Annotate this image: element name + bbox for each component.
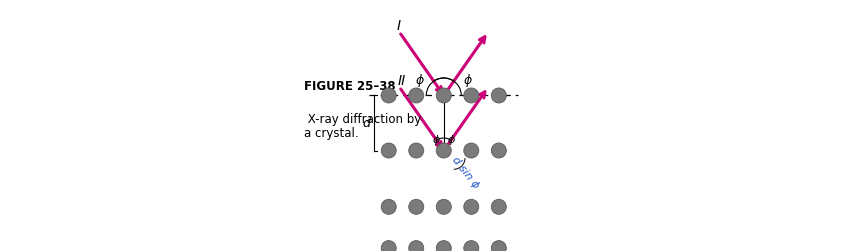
Circle shape bbox=[492, 241, 506, 252]
Text: ϕ: ϕ bbox=[447, 135, 455, 145]
Circle shape bbox=[409, 200, 424, 214]
Circle shape bbox=[381, 143, 396, 159]
Text: I: I bbox=[397, 19, 401, 33]
Circle shape bbox=[463, 241, 479, 252]
Circle shape bbox=[463, 200, 479, 214]
Text: d sin ϕ: d sin ϕ bbox=[450, 154, 481, 190]
Circle shape bbox=[381, 200, 396, 214]
Text: ϕ: ϕ bbox=[433, 135, 440, 145]
Circle shape bbox=[436, 89, 451, 104]
Circle shape bbox=[463, 89, 479, 104]
Circle shape bbox=[463, 143, 479, 159]
Circle shape bbox=[409, 89, 424, 104]
Circle shape bbox=[409, 241, 424, 252]
Text: II: II bbox=[398, 73, 406, 87]
Circle shape bbox=[436, 200, 451, 214]
Circle shape bbox=[492, 89, 506, 104]
Circle shape bbox=[436, 143, 451, 159]
Text: ϕ: ϕ bbox=[464, 74, 472, 87]
Text: FIGURE 25–38: FIGURE 25–38 bbox=[304, 80, 395, 92]
Circle shape bbox=[436, 241, 451, 252]
Circle shape bbox=[381, 89, 396, 104]
Circle shape bbox=[409, 143, 424, 159]
Text: X-ray diffraction by
a crystal.: X-ray diffraction by a crystal. bbox=[304, 112, 421, 140]
Text: ϕ: ϕ bbox=[416, 74, 423, 87]
Circle shape bbox=[492, 200, 506, 214]
Circle shape bbox=[381, 241, 396, 252]
Text: d: d bbox=[362, 117, 370, 130]
Circle shape bbox=[492, 143, 506, 159]
